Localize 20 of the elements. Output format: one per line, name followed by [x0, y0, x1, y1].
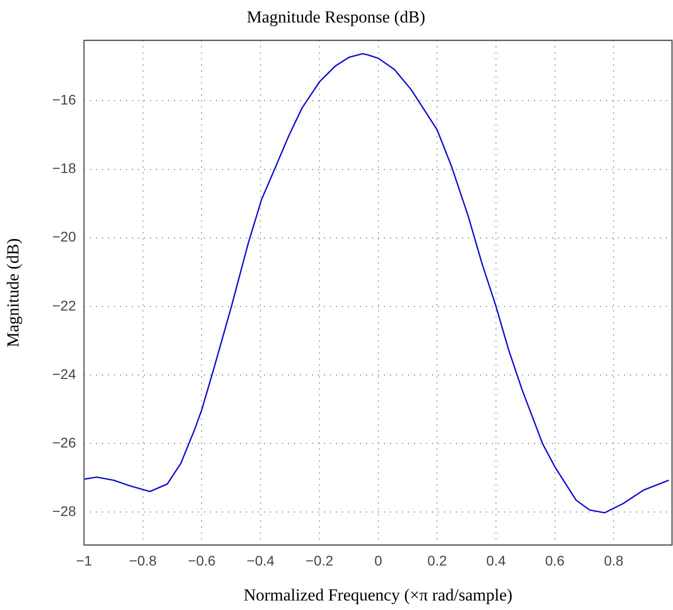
y-tick-label: −18 — [52, 160, 76, 176]
y-tick-label: −16 — [52, 92, 76, 108]
y-axis-title: Magnitude (dB) — [4, 238, 23, 348]
y-tick-label: −22 — [52, 297, 76, 314]
y-tick-label: −26 — [52, 434, 76, 450]
x-tick-label: −0.2 — [306, 552, 334, 568]
y-tick-label: −28 — [52, 502, 76, 519]
x-tick-label: 0 — [374, 552, 382, 568]
y-tick-label: −20 — [52, 228, 76, 245]
y-tick-label: −24 — [52, 366, 76, 382]
x-tick-label: 0.6 — [545, 552, 565, 568]
x-tick-label: 0.2 — [427, 552, 448, 568]
x-tick-label: −0.6 — [188, 552, 216, 568]
x-axis-title: Normalized Frequency (×π rad/sample) — [244, 585, 512, 604]
x-tick-label: −0.8 — [129, 552, 157, 568]
x-tick-label: −1 — [76, 552, 92, 568]
x-tick-label: 0.8 — [604, 552, 624, 568]
x-tick-label: −0.4 — [246, 552, 275, 568]
x-tick-label: 0.4 — [486, 552, 506, 568]
chart-title: Magnitude Response (dB) — [246, 8, 426, 27]
